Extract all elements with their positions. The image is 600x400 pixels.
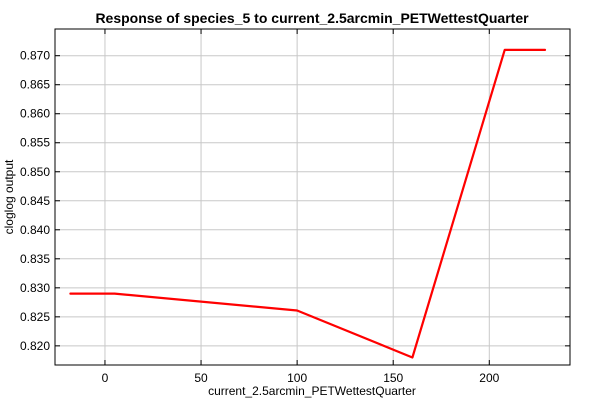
series-layer — [69, 48, 547, 359]
x-tick-label: 0 — [102, 371, 109, 385]
x-tick-label: 100 — [287, 371, 307, 385]
y-tick-label: 0.845 — [20, 194, 50, 208]
x-tick-label: 50 — [194, 371, 208, 385]
chart-title: Response of species_5 to current_2.5arcm… — [95, 10, 529, 26]
y-tick-label: 0.840 — [20, 223, 50, 237]
y-tick-label: 0.820 — [20, 339, 50, 353]
y-tick-label: 0.855 — [20, 136, 50, 150]
x-axis-label: current_2.5arcmin_PETWettestQuarter — [208, 384, 416, 398]
y-tick-label: 0.860 — [20, 107, 50, 121]
y-tick-label: 0.870 — [20, 49, 50, 63]
response-line — [69, 48, 547, 359]
x-tick-label: 150 — [383, 371, 403, 385]
y-tick-label: 0.865 — [20, 78, 50, 92]
x-tick-label: 200 — [479, 371, 499, 385]
y-tick-label: 0.825 — [20, 310, 50, 324]
y-tick-label: 0.835 — [20, 252, 50, 266]
plot-area — [54, 28, 571, 366]
y-axis-label: cloglog output — [2, 159, 16, 234]
y-tick-label: 0.830 — [20, 281, 50, 295]
y-tick-label: 0.850 — [20, 165, 50, 179]
ticks: 0 50 100 150 200 0.820 0.825 0.830 0.835 0.840 0.8… — [20, 29, 570, 385]
grid — [55, 29, 570, 365]
